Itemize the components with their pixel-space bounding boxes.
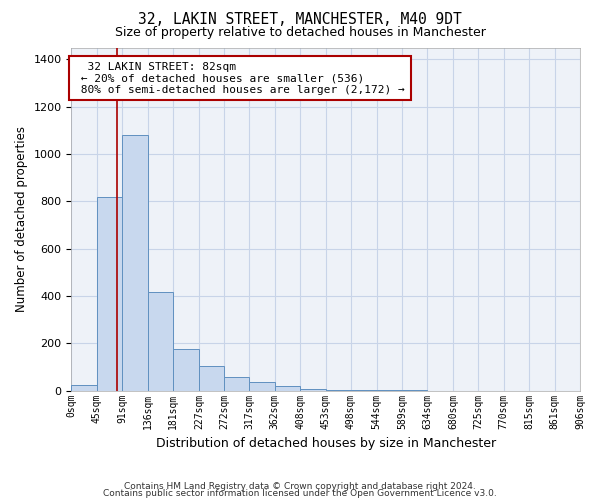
Text: 32, LAKIN STREET, MANCHESTER, M40 9DT: 32, LAKIN STREET, MANCHESTER, M40 9DT [138, 12, 462, 28]
Bar [71, 384, 97, 390]
X-axis label: Distribution of detached houses by size in Manchester: Distribution of detached houses by size … [155, 437, 496, 450]
Text: Contains public sector information licensed under the Open Government Licence v3: Contains public sector information licen… [103, 489, 497, 498]
Text: Size of property relative to detached houses in Manchester: Size of property relative to detached ho… [115, 26, 485, 39]
Bar [97, 196, 122, 390]
Text: Contains HM Land Registry data © Crown copyright and database right 2024.: Contains HM Land Registry data © Crown c… [124, 482, 476, 491]
Bar [122, 135, 148, 390]
Bar [301, 388, 326, 390]
Y-axis label: Number of detached properties: Number of detached properties [15, 126, 28, 312]
Bar [250, 382, 275, 390]
Bar [224, 377, 250, 390]
Bar [275, 386, 301, 390]
Text: 32 LAKIN STREET: 82sqm  
 ← 20% of detached houses are smaller (536)
 80% of sem: 32 LAKIN STREET: 82sqm ← 20% of detached… [74, 62, 405, 95]
Bar [199, 366, 224, 390]
Bar [148, 292, 173, 390]
Bar [173, 348, 199, 391]
